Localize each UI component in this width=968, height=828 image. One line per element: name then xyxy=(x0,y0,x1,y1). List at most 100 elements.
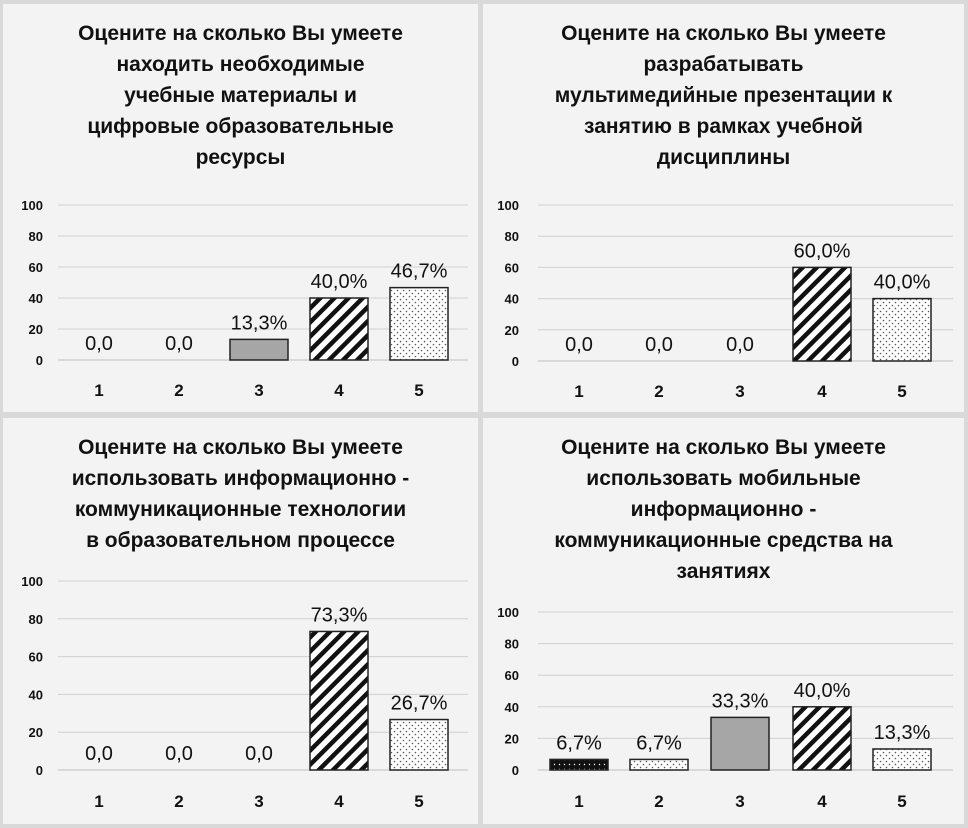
x-tick-label: 2 xyxy=(654,792,663,811)
x-tick-label: 2 xyxy=(654,382,663,401)
title-line: Оцените на сколько Вы умеете xyxy=(561,22,886,45)
y-tick-label: 40 xyxy=(505,292,519,307)
title-line: дисциплины xyxy=(656,146,791,169)
y-tick-label: 20 xyxy=(29,322,43,337)
y-tick-label: 80 xyxy=(29,229,43,244)
title-line: занятиях xyxy=(676,560,771,583)
chart-panel-3: Оцените на сколько Вы умеете использоват… xyxy=(3,418,478,824)
y-tick-label: 100 xyxy=(497,198,519,213)
y-tick-label: 0 xyxy=(36,763,43,778)
x-tick-label: 2 xyxy=(174,792,183,811)
data-label: 0,0 xyxy=(245,743,273,765)
bar xyxy=(629,758,689,771)
x-tick-label: 5 xyxy=(897,382,906,401)
bar-chart-svg: 0 20 40 60 80 100 0,0 1 0,0 2 0,0 3 73,3% 4 26,7% 5 xyxy=(21,574,468,811)
chart-title: Оцените на сколько Вы умеете разрабатыва… xyxy=(483,18,964,173)
x-tick-label: 1 xyxy=(574,792,583,811)
bar-chart-svg: 0 20 40 60 80 100 0,0 1 0,0 2 13,3% 3 40,0% 4 46,7% 5 xyxy=(21,198,468,400)
title-line: коммуникационные средства на xyxy=(554,529,893,552)
y-tick-label: 100 xyxy=(21,198,43,213)
title-line: разрабатывать xyxy=(643,53,804,76)
data-label: 26,7% xyxy=(391,693,448,715)
y-tick-label: 80 xyxy=(505,637,519,652)
x-tick-label: 1 xyxy=(94,792,103,811)
x-tick-label: 3 xyxy=(254,381,263,400)
x-tick-label: 3 xyxy=(735,792,744,811)
bar xyxy=(389,286,449,361)
data-label: 0,0 xyxy=(165,333,193,355)
y-tick-label: 0 xyxy=(512,354,519,369)
chart-panel-1: Оцените на сколько Вы умеете находить не… xyxy=(3,4,478,412)
title-line: в образовательном процессе xyxy=(86,529,395,552)
data-label: 0,0 xyxy=(726,334,754,356)
x-tick-label: 4 xyxy=(334,792,344,811)
bar xyxy=(872,297,932,362)
bar xyxy=(792,706,852,771)
data-label: 0,0 xyxy=(165,743,193,765)
title-line: Оцените на сколько Вы умеете xyxy=(561,436,886,459)
data-label: 13,3% xyxy=(874,722,931,744)
data-label: 40,0% xyxy=(874,272,931,294)
bar xyxy=(389,718,449,771)
title-line: мультимедийные презентации к xyxy=(554,84,893,107)
y-tick-label: 80 xyxy=(29,612,43,627)
data-label: 40,0% xyxy=(311,271,368,293)
bar xyxy=(229,338,289,361)
x-tick-label: 4 xyxy=(817,792,827,811)
title-line: цифровые образовательные xyxy=(87,115,394,138)
bar xyxy=(309,630,369,771)
data-label: 0,0 xyxy=(85,743,113,765)
y-tick-label: 80 xyxy=(505,229,519,244)
y-tick-label: 100 xyxy=(21,574,43,589)
x-tick-label: 5 xyxy=(414,381,423,400)
data-label: 0,0 xyxy=(85,333,113,355)
title-line: информационно - xyxy=(630,498,817,521)
title-line: Оцените на сколько Вы умеете xyxy=(78,436,403,459)
y-tick-label: 0 xyxy=(512,763,519,778)
data-label: 46,7% xyxy=(391,261,448,283)
x-tick-label: 1 xyxy=(94,381,103,400)
y-tick-label: 100 xyxy=(497,605,519,620)
data-label: 6,7% xyxy=(636,732,682,754)
x-tick-label: 5 xyxy=(414,792,423,811)
y-tick-label: 40 xyxy=(29,687,43,702)
bar xyxy=(792,266,852,362)
title-line: использовать мобильные xyxy=(586,467,861,490)
bar xyxy=(872,748,932,771)
x-tick-label: 3 xyxy=(254,792,263,811)
chart-panel-4: Оцените на сколько Вы умеете использоват… xyxy=(483,418,964,824)
data-label: 60,0% xyxy=(794,240,851,262)
bar xyxy=(549,758,609,771)
data-label: 33,3% xyxy=(712,690,769,712)
data-label: 13,3% xyxy=(231,312,288,334)
chart-title: Оцените на сколько Вы умеете использоват… xyxy=(3,432,478,556)
title-line: учебные материалы и xyxy=(124,84,357,107)
chart-title: Оцените на сколько Вы умеете использоват… xyxy=(483,432,964,587)
bar-chart-svg: 0 20 40 60 80 100 6,7% 1 6,7% 2 33,3% 3 40,0% 4 13,3% 5 xyxy=(497,605,953,811)
y-tick-label: 20 xyxy=(505,323,519,338)
title-line: занятию в рамках учебной xyxy=(584,115,863,138)
title-line: коммуникационные технологии xyxy=(74,498,407,521)
y-tick-label: 60 xyxy=(505,260,519,275)
y-tick-label: 60 xyxy=(29,650,43,665)
data-label: 0,0 xyxy=(645,334,673,356)
data-label: 40,0% xyxy=(794,680,851,702)
x-tick-label: 4 xyxy=(817,382,827,401)
x-tick-label: 2 xyxy=(174,381,183,400)
title-line: ресурсы xyxy=(195,146,286,169)
bar xyxy=(309,297,369,361)
x-tick-label: 3 xyxy=(735,382,744,401)
data-label: 0,0 xyxy=(565,334,593,356)
title-line: использовать информационно - xyxy=(71,467,410,490)
chart-title: Оцените на сколько Вы умеете находить не… xyxy=(3,18,478,173)
y-tick-label: 20 xyxy=(29,725,43,740)
data-label: 6,7% xyxy=(556,732,602,754)
y-tick-label: 40 xyxy=(505,700,519,715)
y-tick-label: 0 xyxy=(36,353,43,368)
y-tick-label: 60 xyxy=(505,668,519,683)
chart-panel-2: Оцените на сколько Вы умеете разрабатыва… xyxy=(483,4,964,412)
y-tick-label: 40 xyxy=(29,291,43,306)
bar xyxy=(710,716,770,771)
data-label: 73,3% xyxy=(311,604,368,626)
